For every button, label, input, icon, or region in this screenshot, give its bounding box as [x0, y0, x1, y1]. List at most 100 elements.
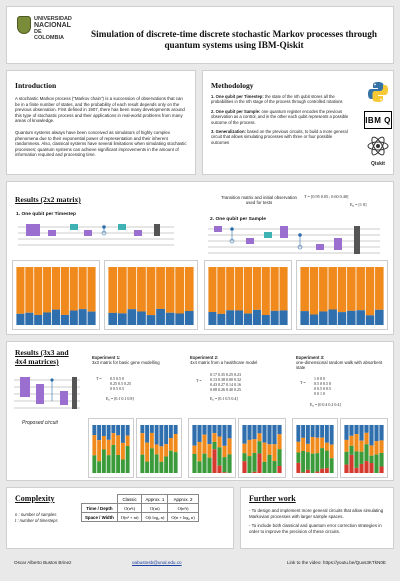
- stacked-bar-segment: [125, 446, 130, 473]
- stacked-bar-segment: [108, 267, 118, 313]
- stacked-bar-segment: [310, 453, 315, 473]
- stacked-bar-segment: [349, 435, 354, 446]
- stacked-bar-segment: [272, 444, 277, 462]
- stacked-bar-segment: [337, 267, 347, 313]
- author-email-link[interactable]: oabustosb@unal.edu.co: [132, 560, 182, 565]
- stacked-bar-segment: [154, 454, 159, 473]
- stacked-bar-segment: [354, 425, 359, 435]
- experiment-3-initial: E₀ = [0 0.4 0.2 0.4]: [310, 402, 341, 407]
- stacked-bar-segment: [309, 267, 319, 315]
- chart-exp1-b: [136, 418, 182, 478]
- stacked-bar-segment: [247, 425, 252, 440]
- stacked-bar-segment: [374, 441, 379, 455]
- stacked-bar-segment: [379, 452, 384, 467]
- stacked-bar-segment: [227, 425, 232, 439]
- stacked-bar-segment: [324, 450, 329, 469]
- stacked-bar-segment: [252, 452, 257, 472]
- stacked-bar-segment: [344, 439, 349, 452]
- stacked-bar-segment: [300, 267, 309, 312]
- stacked-bar-segment: [315, 425, 320, 438]
- stacked-bar-segment: [217, 465, 222, 473]
- stacked-bar-segment: [111, 433, 116, 445]
- stacked-bar-segment: [310, 437, 315, 454]
- stacked-bar-segment: [305, 452, 310, 470]
- stacked-bar-segment: [242, 443, 247, 454]
- stacked-bar-segment: [175, 267, 185, 314]
- stacked-bar-segment: [87, 311, 96, 325]
- sub-heading-timestep: 1. One qubit per Timestep: [16, 212, 76, 217]
- stacked-bar-segment: [16, 267, 25, 314]
- stacked-bar-segment: [25, 312, 34, 325]
- stacked-bar-segment: [192, 445, 197, 454]
- stacked-bar-segment: [222, 445, 227, 458]
- intro-paragraph-2: Quantum systems always have been conceiv…: [15, 129, 187, 158]
- stacked-bar-segment: [120, 425, 125, 443]
- stacked-bar-segment: [235, 310, 244, 325]
- chart-exp1-a: [88, 418, 134, 478]
- stacked-bar-segment: [309, 314, 319, 325]
- stacked-bar-segment: [120, 442, 125, 460]
- stacked-bar-segment: [149, 448, 154, 473]
- further-work-item-2: - To include both classical and quantum …: [249, 523, 382, 534]
- stacked-bar-segment: [197, 441, 202, 462]
- results-3x3-heading: Results (3x3 and 4x4 matrices): [15, 348, 69, 366]
- stacked-bar-segment: [310, 425, 315, 438]
- logo-line-2: NACIONAL: [34, 22, 71, 30]
- stacked-bar-segment: [300, 311, 309, 325]
- stacked-bar-segment: [164, 444, 169, 457]
- python-logo-icon: [368, 82, 388, 102]
- stacked-bar-segment: [140, 433, 145, 455]
- stacked-bar-segment: [364, 425, 369, 433]
- stacked-bar-segment: [277, 434, 282, 450]
- initial-observation: E₀ = [1 0]: [350, 202, 367, 207]
- stacked-bar-segment: [262, 461, 267, 473]
- chart-timestep-simulator: [12, 260, 100, 330]
- title-panel: UNIVERSIDAD NACIONAL DE COLOMBIA Simulat…: [6, 6, 394, 64]
- stacked-bar-segment: [349, 445, 354, 455]
- stacked-bar-segment: [272, 425, 277, 445]
- stacked-bar-segment: [319, 311, 328, 325]
- stacked-bar-segment: [164, 425, 169, 445]
- stacked-bar-segment: [359, 440, 364, 452]
- experiment-3-matrix: T = 1 0 0 0 0.5 0 0.5 0 0 0.5 0 0.5 0 0 …: [300, 376, 331, 396]
- stacked-bar-segment: [202, 425, 207, 435]
- stacked-bar-segment: [212, 449, 217, 473]
- stacked-bar-segment: [165, 267, 175, 313]
- stacked-bar-segment: [374, 425, 379, 442]
- stacked-bar-segment: [257, 425, 262, 434]
- stacked-bar-segment: [116, 455, 121, 473]
- introduction-panel: Introduction A stochastic Markov process…: [6, 70, 196, 175]
- stacked-bar-segment: [375, 267, 384, 310]
- proposed-circuit-caption: Proposed circuit: [22, 420, 58, 426]
- stacked-bar-segment: [262, 442, 267, 462]
- stacked-bar-segment: [146, 267, 156, 316]
- stacked-bar-segment: [106, 455, 111, 473]
- video-link[interactable]: Link to the video: https://youtu.be/Quxs…: [286, 560, 386, 565]
- stacked-bar-segment: [111, 425, 116, 434]
- stacked-bar-segment: [277, 449, 282, 466]
- stacked-bar-segment: [164, 456, 169, 473]
- stacked-bar-segment: [369, 462, 374, 473]
- stacked-bar-segment: [184, 311, 194, 325]
- stacked-bar-segment: [257, 441, 262, 454]
- stacked-bar-segment: [168, 450, 173, 473]
- stacked-bar-segment: [168, 425, 173, 439]
- stacked-bar-segment: [217, 267, 226, 314]
- stacked-bar-segment: [226, 310, 235, 325]
- proposed-circuit: [12, 374, 82, 414]
- further-work-heading: Further work: [249, 494, 296, 503]
- stacked-bar-segment: [87, 267, 96, 312]
- complexity-table: Classic Approx. 1 Approx. 2 Time / Depth…: [81, 494, 199, 522]
- stacked-bar-segment: [337, 312, 347, 325]
- poster-title: Simulation of discrete-time discrete sto…: [79, 29, 389, 51]
- stacked-bar-segment: [149, 432, 154, 449]
- stacked-bar-segment: [154, 444, 159, 455]
- stacked-bar-segment: [116, 435, 121, 456]
- stacked-bar-segment: [374, 454, 379, 473]
- stacked-bar-segment: [101, 425, 106, 437]
- chart-exp2-b: [238, 418, 286, 478]
- stacked-bar-segment: [379, 425, 384, 441]
- stacked-bar-segment: [279, 310, 288, 325]
- stacked-bar-segment: [354, 451, 359, 468]
- stacked-bar-segment: [207, 444, 212, 458]
